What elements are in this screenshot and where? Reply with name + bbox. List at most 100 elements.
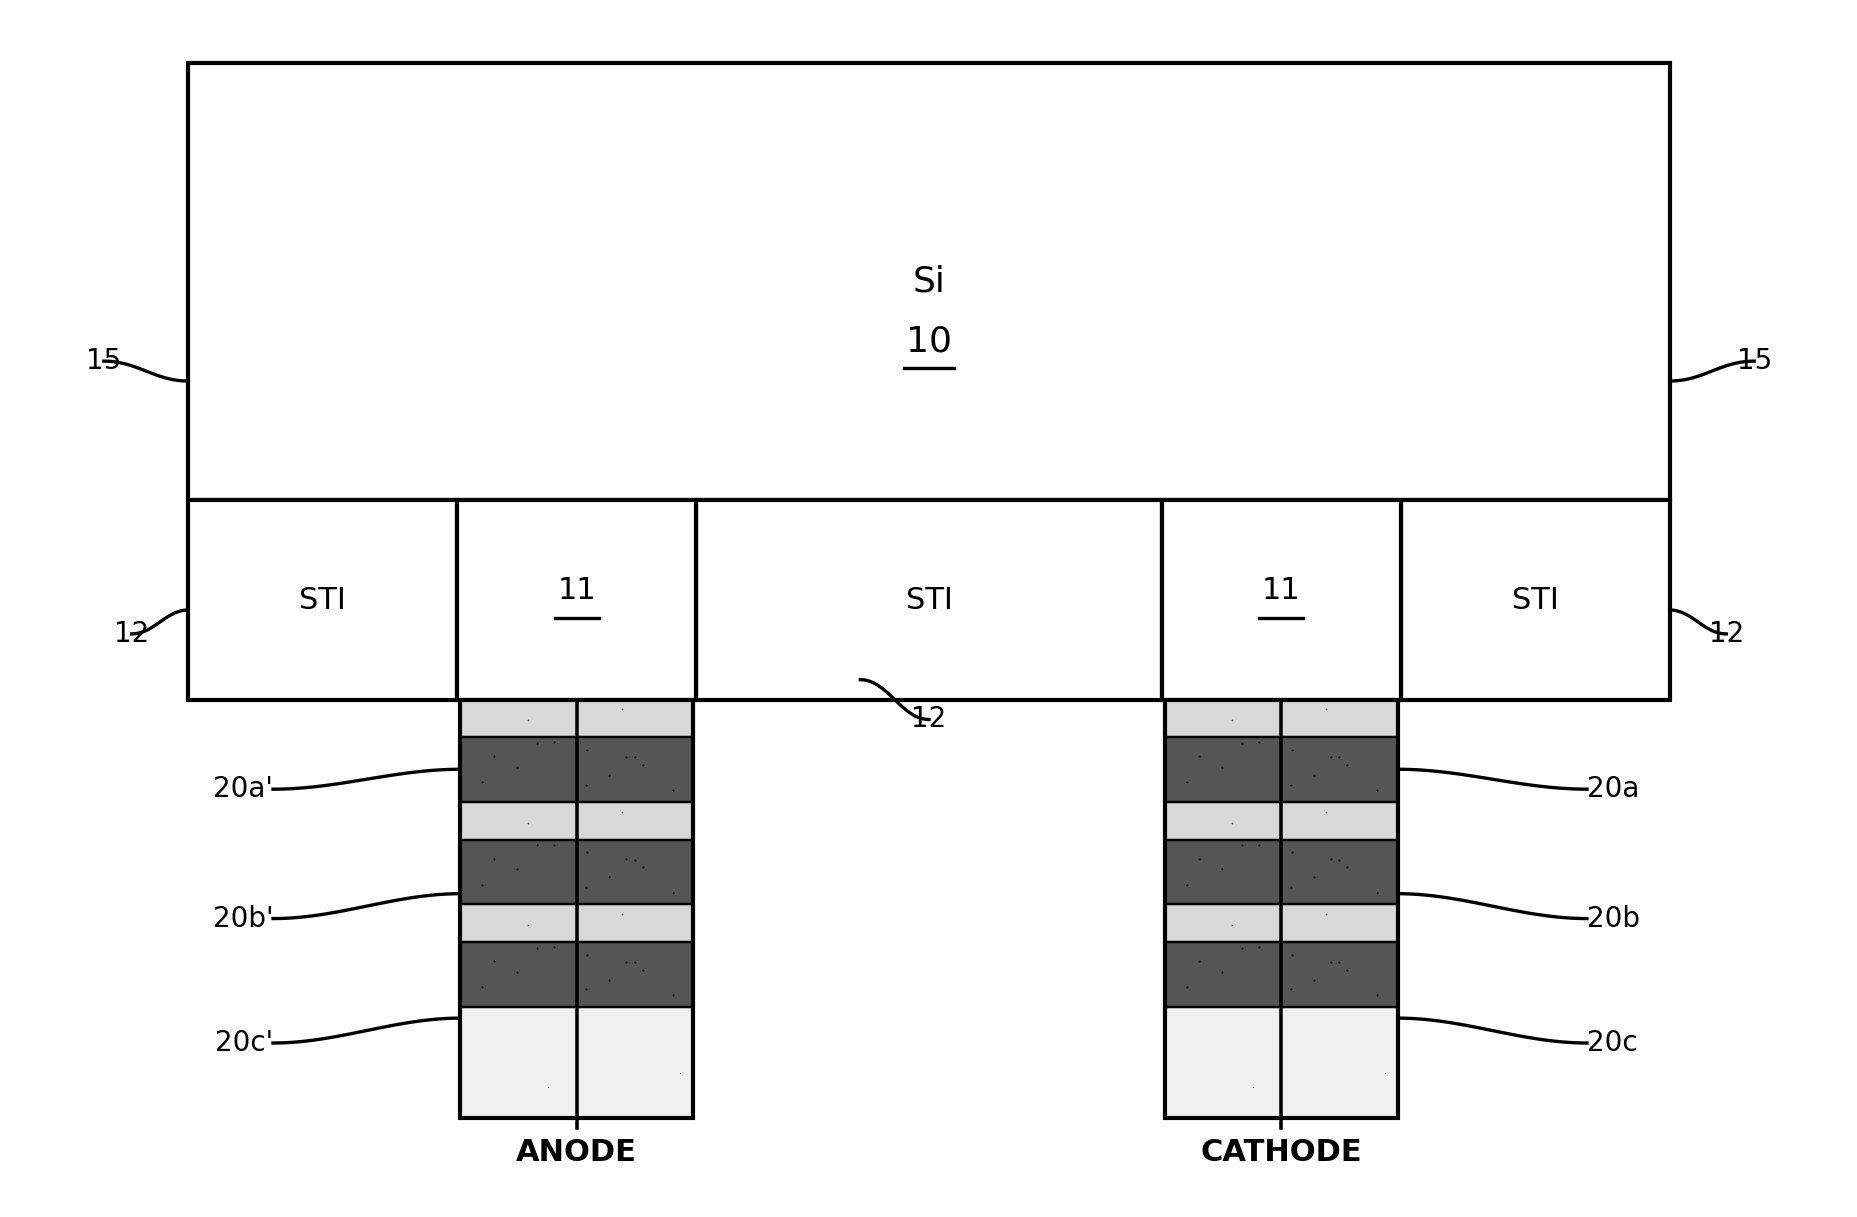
Point xyxy=(657,986,687,1005)
Point xyxy=(611,952,641,971)
Point xyxy=(539,733,568,752)
Point xyxy=(1216,915,1246,935)
Point xyxy=(1216,813,1246,832)
Point xyxy=(1226,938,1255,958)
Text: 11: 11 xyxy=(1261,576,1300,605)
Text: 10: 10 xyxy=(906,324,951,358)
Point xyxy=(1369,1064,1398,1083)
Point xyxy=(628,756,657,775)
Point xyxy=(594,970,624,989)
Point xyxy=(594,765,624,785)
Point xyxy=(501,859,531,879)
Point xyxy=(1207,757,1237,776)
Text: 12: 12 xyxy=(113,619,149,647)
Point xyxy=(1324,747,1354,767)
Point xyxy=(522,733,552,752)
Bar xyxy=(461,942,693,1006)
Text: 20c': 20c' xyxy=(215,1030,273,1058)
Bar xyxy=(188,500,457,700)
Point xyxy=(1226,733,1255,752)
Point xyxy=(1315,952,1344,971)
Point xyxy=(594,868,624,887)
Bar xyxy=(1164,802,1396,840)
Point xyxy=(572,946,602,965)
Point xyxy=(611,747,641,767)
Text: STI: STI xyxy=(904,585,953,615)
Point xyxy=(1183,952,1213,971)
Point xyxy=(1276,877,1305,897)
Point xyxy=(1276,842,1305,862)
Bar xyxy=(188,62,1669,500)
Point xyxy=(607,904,637,924)
Text: CATHODE: CATHODE xyxy=(1200,1138,1361,1167)
Point xyxy=(1298,868,1328,887)
Bar xyxy=(1164,942,1396,1006)
Point xyxy=(1311,904,1341,924)
Point xyxy=(1172,875,1201,894)
Point xyxy=(1242,733,1272,752)
Point xyxy=(570,980,600,999)
Bar xyxy=(1164,904,1396,942)
Point xyxy=(572,842,602,862)
Bar xyxy=(461,1006,693,1117)
Point xyxy=(466,977,496,997)
Point xyxy=(657,882,687,902)
Bar xyxy=(1164,700,1396,738)
Point xyxy=(1315,747,1344,767)
Point xyxy=(657,780,687,800)
Point xyxy=(607,700,637,719)
Point xyxy=(513,813,542,832)
Bar xyxy=(1161,500,1400,700)
Point xyxy=(1276,740,1305,759)
Point xyxy=(628,858,657,877)
Text: 15: 15 xyxy=(1736,347,1772,375)
Point xyxy=(628,960,657,980)
Point xyxy=(1324,953,1354,972)
Point xyxy=(620,953,650,972)
Point xyxy=(479,849,509,869)
Text: STI: STI xyxy=(299,585,345,615)
Bar xyxy=(1164,700,1396,1117)
Bar xyxy=(1164,840,1396,904)
Point xyxy=(1324,849,1354,869)
Bar xyxy=(1164,738,1396,802)
Text: 12: 12 xyxy=(1708,619,1744,647)
Point xyxy=(501,961,531,981)
Point xyxy=(466,773,496,792)
Point xyxy=(1242,937,1272,957)
Point xyxy=(1311,802,1341,821)
Text: 15: 15 xyxy=(85,347,121,375)
Point xyxy=(1298,765,1328,785)
Point xyxy=(522,835,552,854)
Point xyxy=(1276,946,1305,965)
Point xyxy=(1276,980,1305,999)
Text: 20a: 20a xyxy=(1586,775,1638,803)
Text: 20a': 20a' xyxy=(214,775,273,803)
Point xyxy=(1183,746,1213,765)
Bar xyxy=(1164,1006,1396,1117)
Point xyxy=(1331,858,1361,877)
Point xyxy=(1242,835,1272,854)
Text: 12: 12 xyxy=(912,706,945,734)
Point xyxy=(620,849,650,869)
Point xyxy=(539,937,568,957)
Point xyxy=(1315,849,1344,869)
Bar xyxy=(1164,700,1396,1117)
Point xyxy=(1172,977,1201,997)
Point xyxy=(1331,960,1361,980)
Bar xyxy=(457,500,696,700)
Point xyxy=(1361,882,1391,902)
Point xyxy=(1172,773,1201,792)
Point xyxy=(466,875,496,894)
Point xyxy=(522,938,552,958)
Bar xyxy=(696,500,1161,700)
Text: STI: STI xyxy=(1512,585,1558,615)
Point xyxy=(479,952,509,971)
Point xyxy=(572,740,602,759)
Point xyxy=(620,747,650,767)
Point xyxy=(1237,1077,1266,1097)
Bar xyxy=(461,802,693,840)
Point xyxy=(570,877,600,897)
Point xyxy=(570,775,600,795)
Bar xyxy=(461,700,693,1117)
